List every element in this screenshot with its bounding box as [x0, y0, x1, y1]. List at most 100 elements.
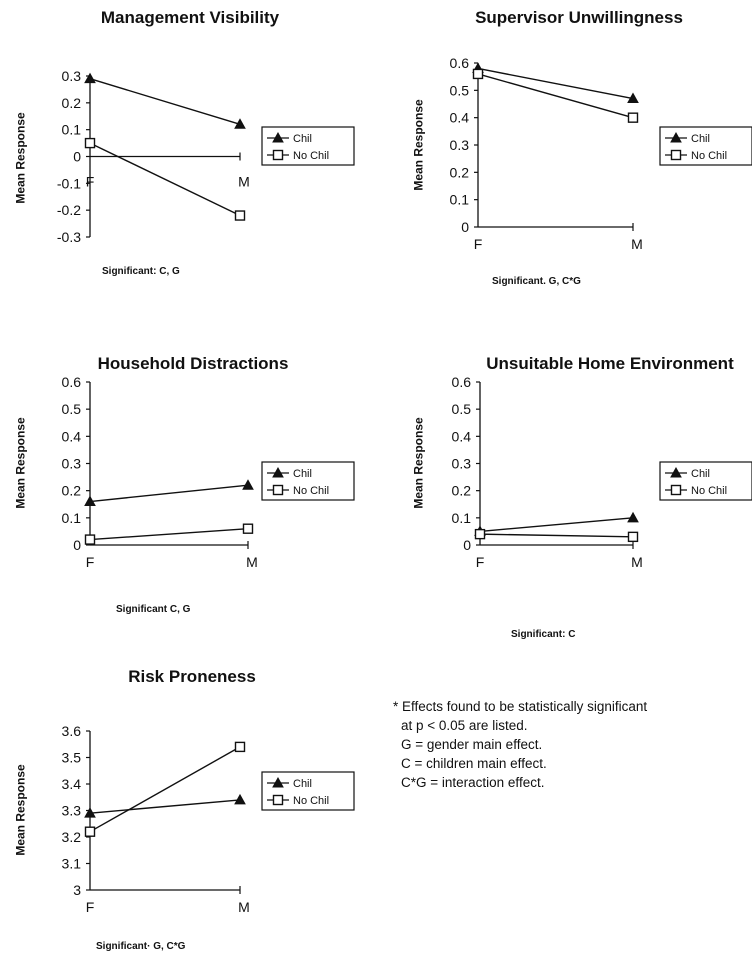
chart-title: Supervisor Unwillingness — [475, 8, 683, 27]
series-line — [89, 142, 241, 217]
triangle-marker — [627, 511, 639, 523]
legend-label: No Chil — [691, 150, 727, 162]
y-tick-label: 0.5 — [452, 401, 472, 417]
y-tick-label: 0.5 — [62, 401, 82, 417]
y-axis-label: Mean Response — [411, 99, 426, 191]
triangle-marker — [272, 776, 284, 788]
square-marker — [627, 112, 639, 123]
series-line — [479, 517, 634, 533]
y-tick-label: 3.1 — [62, 856, 82, 872]
y-tick-label: 0 — [73, 149, 81, 165]
y-tick-label: 3.5 — [62, 750, 82, 766]
series-line — [89, 799, 241, 814]
square-marker — [272, 149, 284, 161]
legend-label: Chil — [293, 468, 312, 480]
y-tick-label: 0.3 — [62, 456, 82, 472]
x-tick-label: F — [86, 899, 95, 915]
legend-label: Chil — [691, 133, 710, 145]
triangle-marker — [84, 807, 96, 818]
y-tick-label: 0.4 — [452, 428, 472, 444]
y-tick-label: 0.2 — [62, 95, 82, 111]
triangle-marker — [234, 118, 246, 129]
x-tick-label: F — [476, 554, 485, 570]
triangle-marker — [272, 131, 284, 143]
square-marker — [234, 210, 246, 221]
x-tick-label: F — [86, 554, 95, 570]
significance-note: Significant. G, C*G — [492, 276, 581, 287]
legend-label: Chil — [293, 133, 312, 145]
significance-note: Significant: C — [511, 629, 576, 640]
square-marker — [272, 794, 284, 806]
chart-panel: 0.6 0.5 0.4 0.3 0.2 0.1 0F M Chil No Chil — [62, 374, 355, 570]
y-tick-label: 0.2 — [452, 483, 472, 499]
chart-panel: 0.6 0.5 0.4 0.3 0.2 0.1 0F M Chil No Chil — [450, 55, 752, 252]
square-marker — [84, 137, 96, 149]
y-axis-label: Mean Response — [13, 112, 28, 204]
triangle-marker — [242, 479, 254, 490]
legend-label: No Chil — [293, 485, 329, 497]
square-marker — [84, 534, 96, 545]
significance-note: Significant: C, G — [102, 266, 180, 277]
x-tick-label: M — [631, 554, 643, 570]
legend-label: No Chil — [293, 150, 329, 162]
significance-note: Significant C, G — [116, 604, 191, 615]
y-tick-label: 0.6 — [62, 374, 82, 390]
y-tick-label: 0.3 — [62, 68, 82, 84]
legend-label: No Chil — [691, 485, 727, 497]
y-axis-label: Mean Response — [13, 764, 28, 856]
y-tick-label: 3.2 — [62, 829, 82, 845]
y-tick-label: 0.4 — [450, 110, 470, 126]
series-line — [477, 73, 634, 119]
x-tick-label: F — [474, 236, 483, 252]
footnote: * Effects found to be statistically sign… — [393, 697, 647, 792]
legend-label: Chil — [293, 778, 312, 790]
series-line — [89, 484, 249, 503]
x-tick-label: F — [86, 174, 95, 190]
y-tick-label: 0.1 — [450, 192, 470, 208]
series-line — [479, 533, 634, 538]
y-tick-label: 0.2 — [450, 164, 470, 180]
y-tick-label: -0.1 — [57, 175, 81, 191]
y-tick-label: 0.4 — [62, 428, 82, 444]
footnote-line: at p < 0.05 are listed. — [401, 718, 528, 733]
y-tick-label: 0.1 — [62, 510, 82, 526]
square-marker — [474, 528, 486, 540]
footnote-line: * Effects found to be statistically sign… — [393, 699, 648, 714]
y-tick-label: 0.6 — [450, 55, 470, 71]
square-marker — [670, 149, 682, 161]
chart-title: Unsuitable Home Environment — [486, 354, 734, 373]
chart-title: Management Visibility — [100, 8, 280, 27]
y-tick-label: -0.2 — [57, 202, 81, 218]
chart-title: Risk Proneness — [128, 667, 256, 686]
chart-panel: 0.6 0.5 0.4 0.3 0.2 0.1 0F M Chil No Chil — [452, 374, 752, 570]
triangle-marker — [627, 92, 639, 104]
square-marker — [670, 484, 682, 496]
x-tick-label: M — [246, 554, 258, 570]
triangle-marker — [84, 495, 96, 507]
y-tick-label: 3 — [73, 882, 81, 898]
triangle-marker — [272, 466, 284, 478]
square-marker — [627, 531, 639, 543]
y-tick-label: 0.2 — [62, 483, 82, 499]
square-marker — [84, 826, 96, 837]
square-marker — [234, 741, 246, 753]
y-tick-label: 0.6 — [452, 374, 472, 390]
footnote-line: C = children main effect. — [401, 756, 547, 771]
y-tick-label: 0.3 — [452, 456, 472, 472]
significance-note: Significant· G, C*G — [96, 941, 186, 952]
x-tick-label: M — [238, 174, 250, 190]
y-tick-label: -0.3 — [57, 229, 81, 245]
square-marker — [242, 523, 254, 534]
x-tick-label: M — [631, 236, 643, 252]
y-tick-label: 3.4 — [62, 776, 82, 792]
triangle-marker — [234, 793, 246, 805]
series-line — [477, 67, 634, 100]
x-tick-label: M — [238, 899, 250, 915]
footnote-line: C*G = interaction effect. — [401, 775, 545, 790]
series-line — [89, 746, 241, 833]
chart-panel: 3.6 3.5 3.4 3.3 3.2 3.1 3F M Chil No Chil — [62, 723, 355, 915]
y-tick-label: 0 — [463, 537, 471, 553]
y-tick-label: 0.3 — [450, 137, 470, 153]
y-axis-label: Mean Response — [411, 417, 426, 509]
